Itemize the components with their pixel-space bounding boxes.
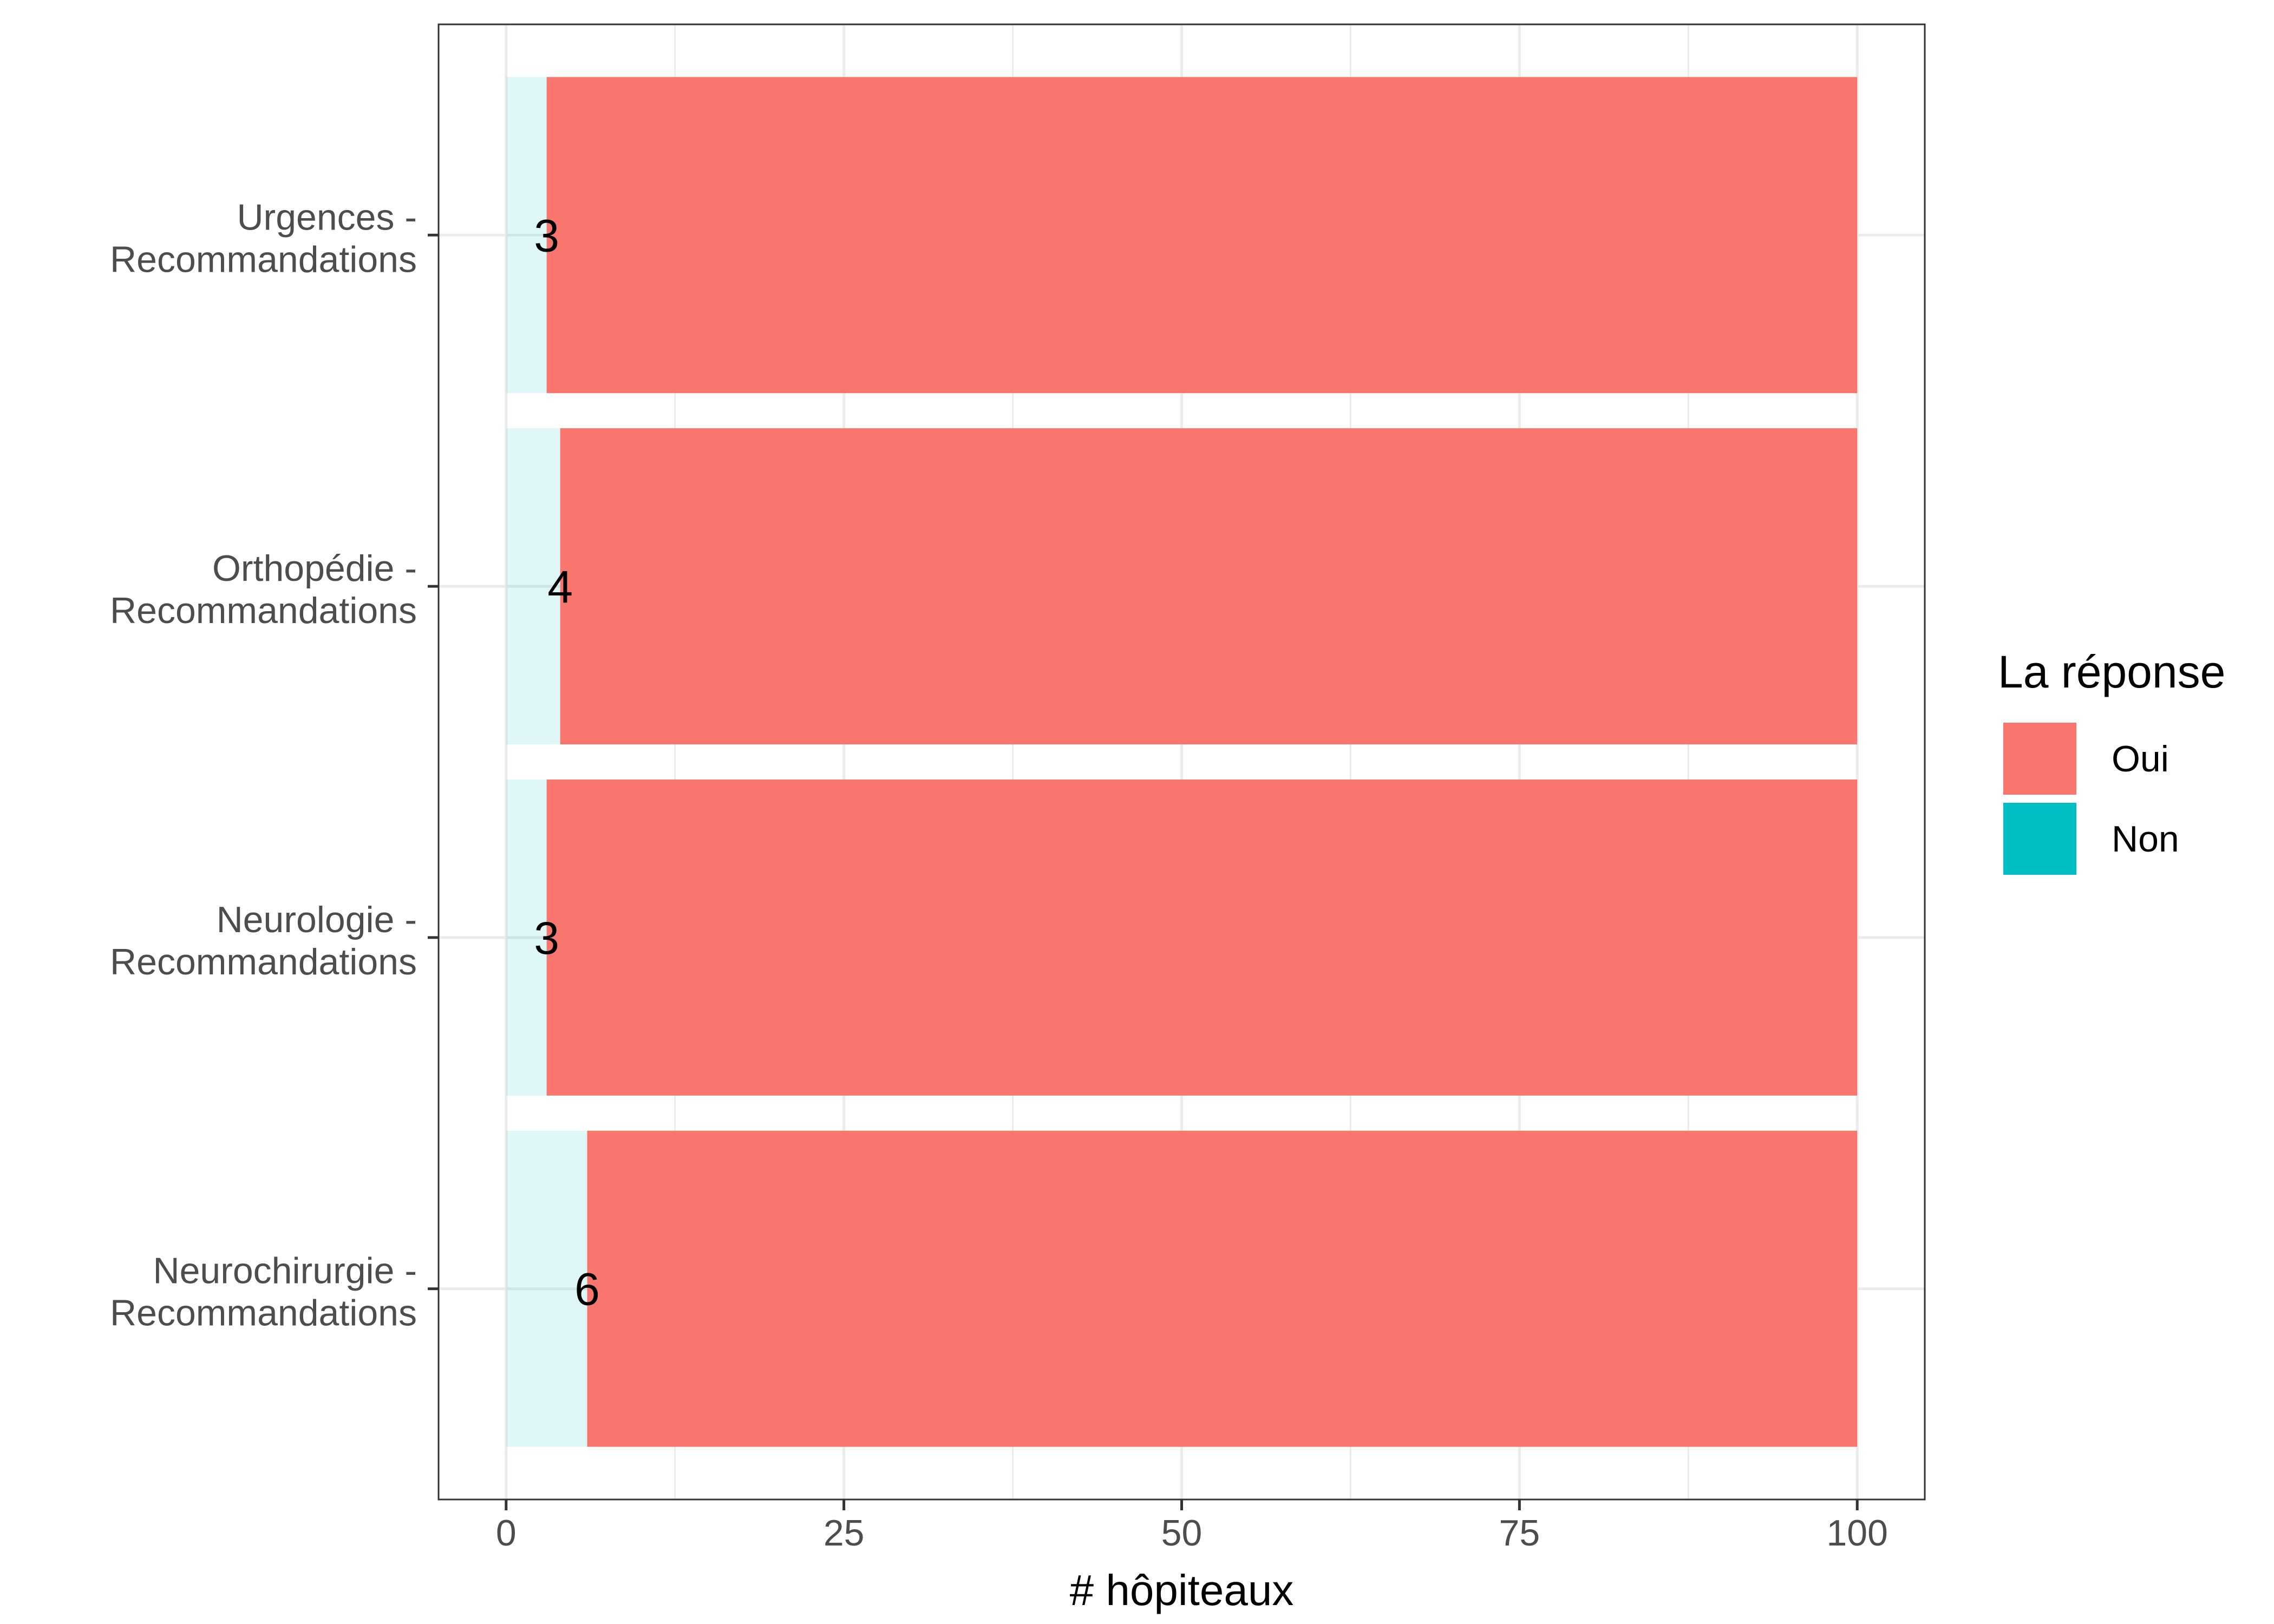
x-tick-label: 25 xyxy=(824,1512,865,1554)
legend-key-oui xyxy=(2003,723,2076,795)
x-tick-label: 0 xyxy=(496,1512,517,1554)
bars: 3 4 3 6 xyxy=(506,77,1858,1447)
bar-non xyxy=(506,428,560,745)
x-tick-label: 100 xyxy=(1826,1512,1887,1554)
y-tick-label: Neurologie -Recommandations xyxy=(110,899,417,983)
bar-value-label: 3 xyxy=(534,210,559,261)
bar-oui xyxy=(587,1130,1858,1447)
y-tick-label: Orthopédie -Recommandations xyxy=(110,548,417,631)
bar-oui xyxy=(546,77,1858,394)
legend-entries: Oui Non xyxy=(2003,723,2179,875)
y-tick-label: Neurochirurgie -Recommandations xyxy=(110,1250,417,1334)
legend: La réponse Oui Non xyxy=(1998,646,2225,875)
legend-label-oui: Oui xyxy=(2112,738,2169,780)
y-tick-label: Urgences -Recommandations xyxy=(110,197,417,280)
y-axis: Urgences -Recommandations Orthopédie -Rec… xyxy=(110,197,439,1334)
x-axis: 0 25 50 75 100 xyxy=(496,1499,1888,1554)
legend-label-non: Non xyxy=(2112,818,2179,860)
bar-oui xyxy=(560,428,1858,745)
bar-non xyxy=(506,779,547,1096)
x-tick-label: 75 xyxy=(1499,1512,1540,1554)
x-axis-title: # hôpiteaux xyxy=(1070,1566,1294,1614)
bar-value-label: 4 xyxy=(547,561,573,612)
bar-value-label: 3 xyxy=(534,913,559,964)
bar-non xyxy=(506,1130,587,1447)
x-tick-label: 50 xyxy=(1161,1512,1203,1554)
legend-title: La réponse xyxy=(1998,646,2225,697)
bar-value-label: 6 xyxy=(574,1264,600,1315)
legend-key-non xyxy=(2003,803,2076,875)
bar-oui xyxy=(546,779,1858,1096)
bar-non xyxy=(506,77,547,394)
